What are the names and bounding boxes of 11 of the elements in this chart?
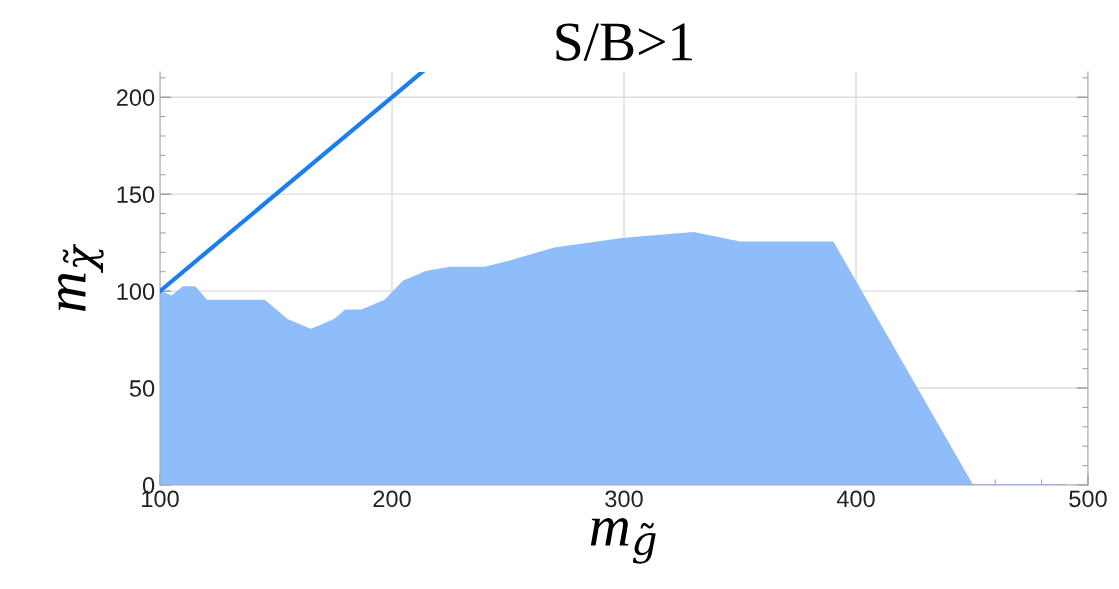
- y-tick-label: 150: [117, 186, 155, 203]
- x-axis-title: m$_{g̃}$: [590, 518, 656, 564]
- y-tick-label: 100: [117, 283, 155, 300]
- y-tick-label: 200: [116, 89, 155, 106]
- x-tick-label: 500: [1069, 490, 1107, 508]
- y-tick-label: 50: [129, 380, 155, 397]
- x-tick-label: 300: [605, 490, 643, 508]
- y-axis-title: m$_{χ̃}$: [57, 243, 104, 312]
- x-tick-label: 400: [836, 490, 875, 508]
- chart-title: S/B>1: [556, 23, 692, 61]
- x-tick-label: 200: [373, 490, 411, 508]
